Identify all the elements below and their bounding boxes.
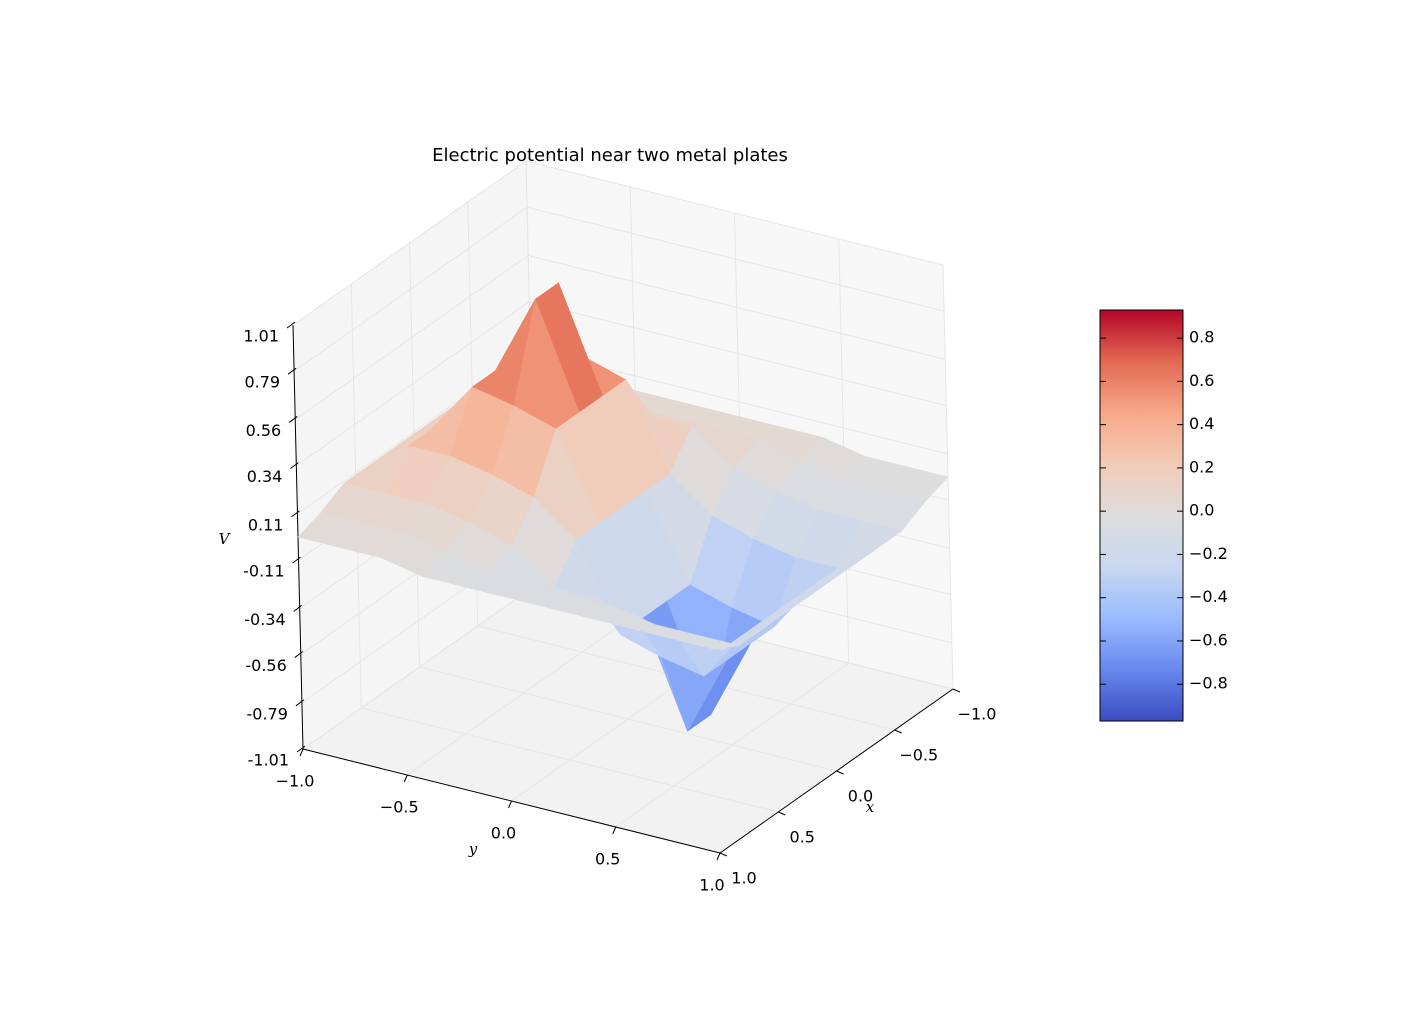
tick-mark	[291, 510, 300, 518]
tick-mark	[716, 852, 721, 861]
tick-mark	[290, 462, 299, 470]
tick-mark	[287, 367, 297, 375]
z-tick-label: 0.79	[244, 373, 280, 392]
grid-line	[529, 301, 947, 407]
colorbar-tick-label: −0.8	[1189, 674, 1228, 693]
z-tick-label: 1.01	[243, 327, 279, 346]
colorbar-tick-label: −0.6	[1189, 630, 1228, 649]
grid-line	[302, 584, 537, 750]
surface-patch	[673, 634, 739, 650]
tick-mark	[296, 745, 306, 753]
colorbar-tick-label: 0.2	[1189, 457, 1214, 476]
y-tick-label: 0.5	[595, 850, 620, 869]
z-tick-label: -0.34	[244, 610, 285, 629]
grid-line	[296, 301, 530, 467]
colorbar	[1099, 309, 1184, 722]
grid-line	[525, 160, 944, 266]
grid-line	[294, 255, 529, 420]
x-tick-label: 0.0	[848, 787, 873, 806]
tick-mark	[299, 748, 304, 757]
z-tick-label: 0.34	[247, 467, 283, 486]
z-tick-label: 0.11	[248, 515, 284, 534]
colorbar-tick-label: −0.2	[1189, 544, 1228, 563]
y-tick-label: 1.0	[699, 876, 724, 895]
z-tick-label: 0.56	[246, 421, 282, 440]
x-axis-label: x	[866, 798, 875, 816]
tick-mark	[952, 688, 961, 693]
surface	[297, 282, 949, 732]
grid-line	[406, 610, 641, 776]
colorbar-tick-label: −0.4	[1189, 587, 1228, 606]
tick-mark	[294, 651, 304, 658]
y-tick-label: 0.0	[491, 824, 516, 843]
grid-line	[528, 254, 946, 360]
tick-mark	[612, 826, 617, 835]
colorbar-tick-label: 0.8	[1189, 328, 1214, 347]
z-axis-label: V	[219, 530, 232, 548]
colorbar-tick-label: 0.6	[1189, 371, 1214, 390]
colorbar-tick-label: 0.0	[1189, 501, 1214, 520]
chart-title: Electric potential near two metal plates	[432, 145, 788, 166]
y-axis-label: y	[468, 840, 478, 858]
grid-line	[293, 206, 528, 372]
y-tick-label: −1.0	[276, 772, 315, 791]
y-tick-label: −0.5	[380, 798, 419, 817]
grid-line	[615, 662, 850, 828]
x-tick-label: −0.5	[899, 746, 938, 765]
tick-mark	[286, 321, 296, 329]
x-tick-label: −1.0	[958, 705, 997, 724]
tick-mark	[293, 604, 302, 612]
x-tick-label: 1.0	[731, 869, 756, 888]
z-tick-label: -0.11	[243, 562, 284, 581]
tick-mark	[836, 770, 844, 775]
tick-mark	[778, 811, 786, 816]
tick-mark	[295, 699, 305, 707]
colorbar-tick-label: 0.4	[1189, 414, 1214, 433]
tick-mark	[508, 800, 512, 809]
x-tick-label: 0.5	[790, 828, 815, 847]
tick-mark	[719, 852, 728, 857]
grid-line	[292, 160, 527, 326]
z-tick-label: -0.79	[247, 704, 288, 723]
tick-mark	[288, 416, 298, 423]
z-tick-label: -0.56	[245, 656, 286, 675]
tick-mark	[403, 774, 408, 783]
z-tick-label: -1.01	[248, 751, 289, 770]
grid-line	[526, 206, 945, 312]
tick-mark	[292, 556, 301, 564]
tick-mark	[894, 729, 902, 734]
